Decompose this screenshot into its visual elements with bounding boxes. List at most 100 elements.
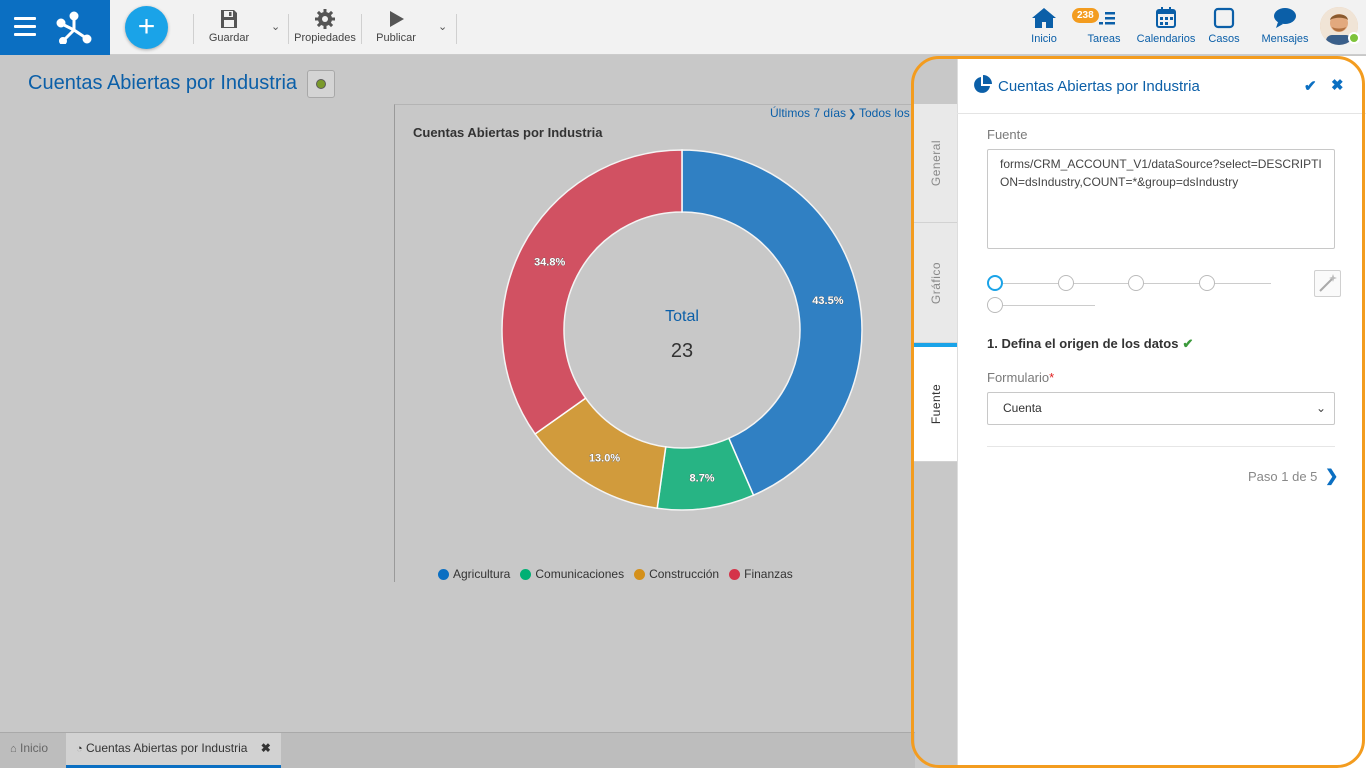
legend-label: Finanzas — [744, 567, 793, 581]
magic-wand-icon — [1319, 274, 1337, 292]
wizard-step-2[interactable] — [1058, 275, 1074, 291]
nav-cases-label: Casos — [1208, 33, 1240, 45]
status-indicator-button[interactable] — [307, 70, 335, 98]
tab-source[interactable]: Fuente — [914, 343, 957, 462]
square-icon — [1213, 7, 1235, 29]
step-title-text: 1. Defina el origen de los datos — [987, 336, 1179, 351]
nav-tasks[interactable]: Tareas — [1084, 6, 1124, 45]
bottom-tab-bar: ⌂ Inicio ◔ Cuentas Abiertas por Industri… — [0, 732, 915, 768]
tab-general[interactable]: General — [914, 104, 957, 223]
floppy-disk-icon — [221, 10, 237, 28]
brand-area — [0, 0, 110, 55]
save-options-caret-icon[interactable]: ⌄ — [271, 21, 281, 33]
tab-chart[interactable]: Gráfico — [914, 223, 957, 343]
house-icon — [1032, 8, 1056, 28]
save-button[interactable]: Guardar — [207, 8, 251, 44]
chevron-down-icon: ❯ — [848, 109, 857, 120]
nav-calendars[interactable]: Calendarios — [1135, 6, 1197, 45]
wizard-step-line — [1003, 305, 1095, 306]
form-field-label: Formulario* — [987, 370, 1054, 385]
required-asterisk: * — [1049, 370, 1055, 385]
home-small-icon: ⌂ — [10, 743, 17, 755]
nav-tasks-label: Tareas — [1087, 33, 1121, 45]
panel-header — [957, 56, 1366, 114]
wizard-step-3[interactable] — [1128, 275, 1144, 291]
legend-dot-icon — [520, 568, 532, 580]
add-button[interactable]: + — [125, 6, 168, 49]
bottom-tab-chart-label: Cuentas Abiertas por Industria — [86, 741, 248, 755]
chevron-down-icon: ⌄ — [1315, 401, 1326, 415]
legend-dot-icon — [729, 568, 741, 580]
tab-source-label: Fuente — [928, 383, 943, 425]
form-field-label-text: Formulario — [987, 370, 1050, 385]
properties-button[interactable]: Propiedades — [293, 8, 357, 44]
top-bar: + Guardar ⌄ Propiedades Public — [0, 0, 1366, 55]
donut-slice-finanzas[interactable] — [501, 149, 683, 436]
wizard-step-1[interactable] — [987, 275, 1003, 291]
hamburger-menu-icon[interactable] — [14, 17, 36, 37]
chart-title: Cuentas Abiertas por Industria — [413, 125, 603, 140]
save-label: Guardar — [208, 32, 250, 44]
toolbar-divider — [456, 14, 457, 44]
tab-chart-label: Gráfico — [928, 261, 943, 304]
legend-dot-icon — [634, 568, 646, 580]
panel-vertical-tabs: General Gráfico Fuente — [914, 104, 957, 464]
page-title: Cuentas Abiertas por Industria — [28, 72, 298, 94]
confirm-check-icon[interactable]: ✔ — [1304, 78, 1317, 95]
close-panel-icon[interactable]: ✖ — [1331, 77, 1344, 94]
chat-bubble-icon — [1274, 8, 1296, 28]
nav-messages-label: Mensajes — [1261, 33, 1309, 45]
status-dot-icon — [316, 79, 326, 89]
legend-label: Construcción — [649, 567, 720, 581]
toolbar-divider — [361, 14, 362, 44]
scope-filter-link[interactable]: Todos los — [859, 106, 910, 120]
source-field-label: Fuente — [987, 127, 1028, 142]
form-select-value: Cuenta — [1003, 401, 1042, 415]
gear-icon — [315, 9, 335, 29]
wizard-step-4[interactable] — [1199, 275, 1215, 291]
logo-icon[interactable] — [56, 10, 92, 44]
legend-item[interactable]: Finanzas — [729, 567, 793, 581]
panel-title: Cuentas Abiertas por Industria — [998, 78, 1200, 95]
chart-legend: Agricultura Comunicaciones Construcción Fin… — [438, 567, 793, 581]
donut-slice-label: 8.7% — [690, 473, 715, 485]
form-select[interactable]: Cuenta ⌄ — [987, 392, 1335, 425]
check-icon: ✔ — [1182, 336, 1194, 351]
toolbar-divider — [193, 14, 194, 44]
step-counter: Paso 1 de 5 — [1248, 469, 1318, 484]
next-step-chevron-icon[interactable]: ❯ — [1325, 468, 1339, 485]
publish-button[interactable]: Publicar — [374, 8, 418, 44]
donut-slice-agricultura[interactable] — [681, 149, 863, 497]
publish-options-caret-icon[interactable]: ⌄ — [438, 21, 448, 33]
close-tab-icon[interactable]: ✖ — [260, 741, 271, 755]
donut-slice-label: 34.8% — [534, 257, 565, 269]
legend-item[interactable]: Comunicaciones — [520, 567, 624, 581]
step-title: 1. Defina el origen de los datos ✔ — [987, 336, 1193, 352]
legend-item[interactable]: Agricultura — [438, 567, 510, 581]
magic-wand-button[interactable] — [1314, 270, 1341, 297]
legend-dot-icon — [438, 568, 449, 580]
period-filter-dropdown[interactable]: Últimos 7 días ❯ — [770, 106, 856, 120]
bottom-tab-home-label: Inicio — [20, 741, 49, 755]
task-list-icon — [1099, 12, 1115, 25]
online-status-dot — [1348, 32, 1360, 44]
tab-general-label: General — [928, 139, 943, 187]
bottom-tab-home[interactable]: ⌂ Inicio — [0, 733, 58, 768]
nav-home[interactable]: Inicio — [1024, 6, 1064, 45]
source-textarea[interactable]: forms/CRM_ACCOUNT_V1/dataSource?select=D… — [987, 149, 1335, 249]
nav-cases[interactable]: Casos — [1205, 6, 1243, 45]
toolbar-divider — [288, 14, 289, 44]
donut-center-value: 23 — [671, 340, 693, 362]
wizard-step-5[interactable] — [987, 297, 1003, 313]
legend-item[interactable]: Construcción — [634, 567, 719, 581]
chart-card — [394, 104, 914, 582]
legend-label: Comunicaciones — [535, 567, 625, 581]
publish-label: Publicar — [376, 32, 416, 44]
donut-chart: 43.5% 8.7% 13.0% 34.8% Total 23 — [501, 149, 863, 511]
donut-slice-label: 43.5% — [812, 295, 843, 307]
nav-home-label: Inicio — [1031, 33, 1057, 45]
donut-slice-label: 13.0% — [589, 452, 620, 464]
nav-messages[interactable]: Mensajes — [1259, 6, 1311, 45]
nav-calendars-label: Calendarios — [1136, 33, 1196, 45]
bottom-tab-chart[interactable]: ◔ Cuentas Abiertas por Industria ✖ — [66, 733, 281, 768]
